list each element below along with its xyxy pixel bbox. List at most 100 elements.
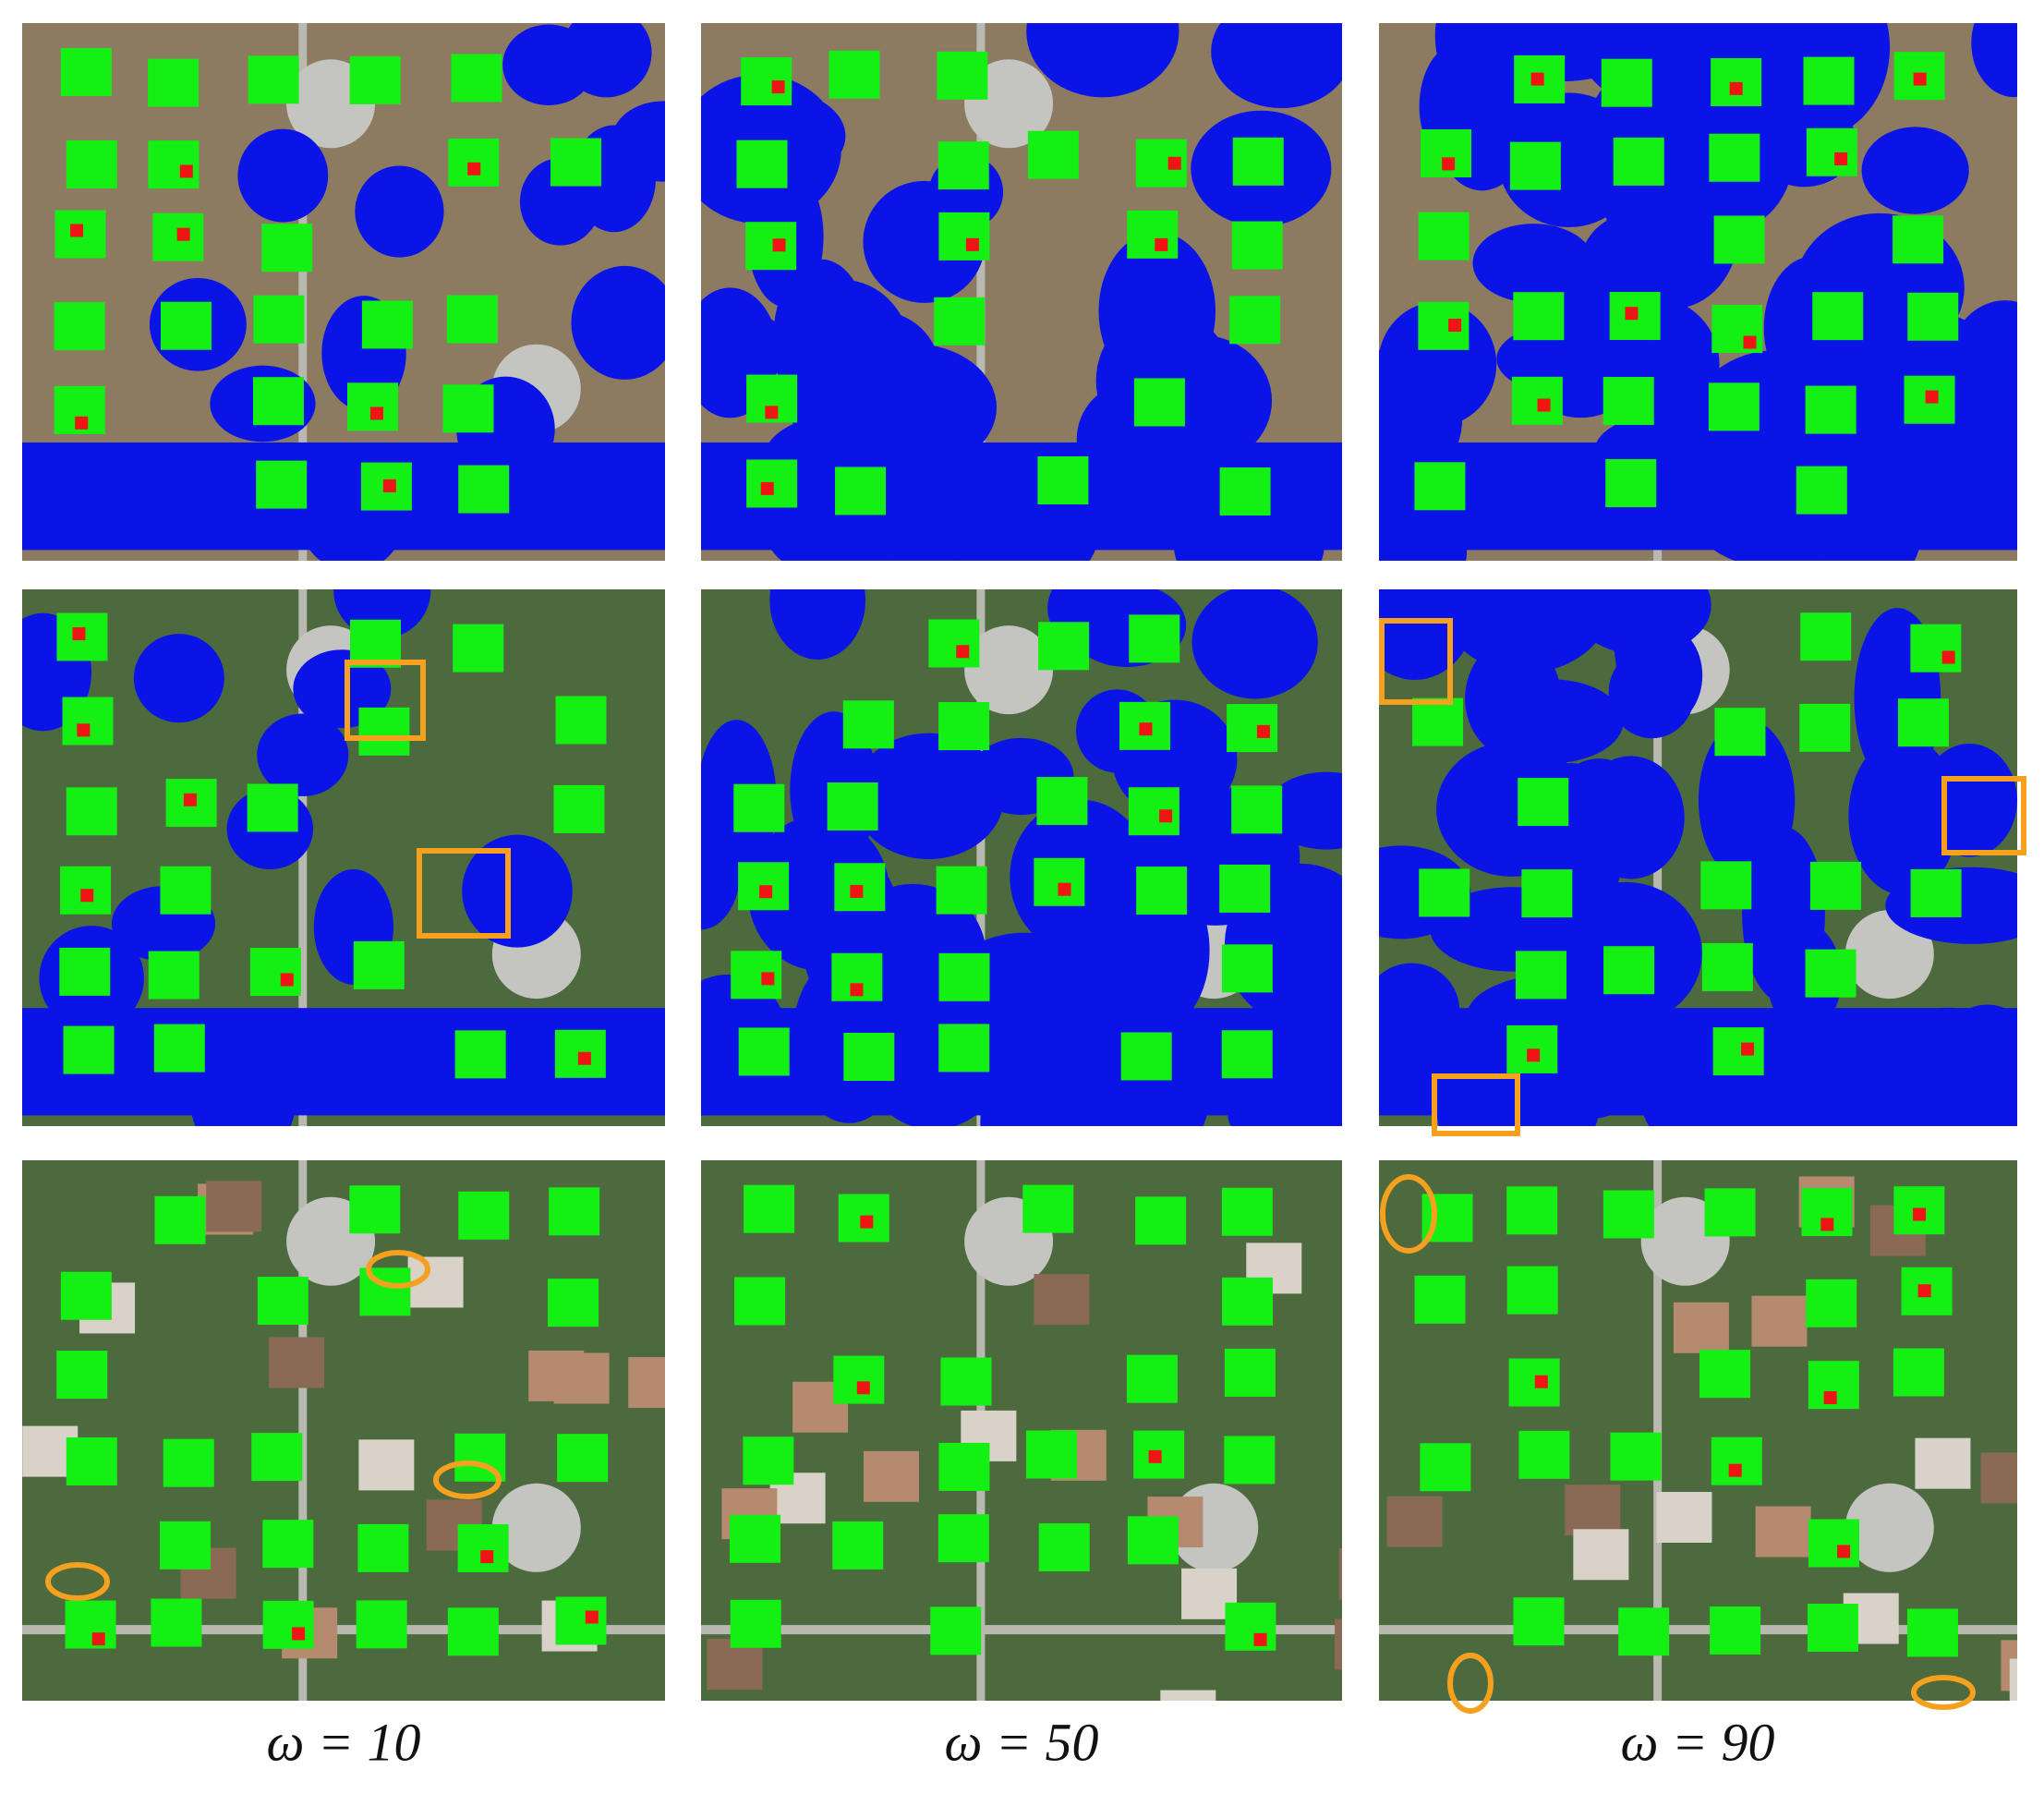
image-panel xyxy=(1379,1160,2017,1701)
cul-de-sac xyxy=(964,625,1054,715)
error-spot xyxy=(369,406,383,420)
building xyxy=(349,55,401,104)
panel-content xyxy=(701,1160,1342,1701)
building xyxy=(257,1277,308,1326)
blue-region xyxy=(1500,1074,1599,1126)
house-roof xyxy=(2001,1640,2017,1691)
building xyxy=(56,1351,108,1400)
error-spot xyxy=(772,238,786,252)
image-panel xyxy=(22,23,665,561)
building xyxy=(1712,1027,1764,1076)
building xyxy=(550,138,602,187)
building xyxy=(743,1436,794,1485)
building xyxy=(842,700,894,749)
road xyxy=(701,1625,1342,1635)
building xyxy=(60,1271,112,1320)
building xyxy=(1219,467,1271,516)
building xyxy=(1808,1519,1859,1568)
house-roof xyxy=(269,1337,325,1388)
error-spot xyxy=(183,793,197,806)
cul-de-sac xyxy=(1844,1483,1934,1572)
building xyxy=(1506,1266,1558,1315)
error-spot xyxy=(1728,1463,1742,1477)
highlight-ellipse xyxy=(366,1250,430,1289)
panel-content xyxy=(1379,1160,2017,1701)
error-spot xyxy=(91,1632,105,1646)
building xyxy=(356,1600,407,1649)
house-roof xyxy=(358,1439,415,1491)
building xyxy=(1419,868,1470,917)
highlight-box xyxy=(1432,1073,1520,1136)
blue-region xyxy=(1435,589,1616,673)
building xyxy=(251,1433,303,1482)
caption: ω = 90 xyxy=(1620,1712,1774,1772)
error-spot xyxy=(75,416,89,430)
error-spot xyxy=(382,479,396,492)
building xyxy=(828,50,880,99)
building xyxy=(66,1436,117,1485)
building xyxy=(1414,1275,1466,1324)
building xyxy=(458,1191,510,1240)
error-spot xyxy=(467,162,481,176)
blue-region xyxy=(853,733,1005,860)
house-roof xyxy=(1335,1618,1342,1670)
error-spot xyxy=(860,1215,874,1229)
error-spot xyxy=(1925,390,1939,404)
building xyxy=(148,58,200,107)
error-spot xyxy=(77,723,91,737)
building xyxy=(938,702,990,751)
building xyxy=(555,696,607,745)
building xyxy=(730,1514,781,1563)
building xyxy=(730,1599,781,1648)
highlight-box xyxy=(417,848,511,939)
blue-region xyxy=(1127,334,1273,467)
building xyxy=(549,1187,600,1236)
building xyxy=(553,784,605,833)
panel-content xyxy=(22,1160,665,1701)
building xyxy=(1710,1606,1761,1655)
building xyxy=(1910,624,1962,673)
image-panel xyxy=(701,23,1342,561)
building xyxy=(1506,1186,1558,1235)
building xyxy=(262,1600,314,1649)
building xyxy=(938,1442,990,1491)
building xyxy=(744,1184,795,1233)
building xyxy=(1129,614,1180,663)
building xyxy=(1135,1196,1187,1245)
house-roof xyxy=(1980,1452,2017,1504)
caption: ω = 50 xyxy=(944,1712,1098,1772)
building xyxy=(1224,1348,1276,1397)
building xyxy=(1893,215,1944,264)
house-roof xyxy=(1573,1529,1629,1581)
error-spot xyxy=(1167,156,1181,170)
error-spot xyxy=(1537,398,1551,412)
highlight-ellipse xyxy=(1447,1653,1494,1714)
building xyxy=(934,297,986,345)
blue-region xyxy=(1379,963,1460,1057)
house-roof xyxy=(1656,1491,1712,1543)
error-spot xyxy=(1913,1207,1927,1221)
house-roof xyxy=(1034,1274,1090,1326)
building xyxy=(148,951,200,1000)
error-spot xyxy=(480,1550,494,1564)
building xyxy=(261,224,313,273)
building xyxy=(1221,1187,1273,1236)
building xyxy=(1229,296,1281,345)
building xyxy=(346,382,398,431)
road xyxy=(976,589,986,1126)
building xyxy=(253,295,305,344)
building xyxy=(1513,292,1565,341)
error-spot xyxy=(1530,72,1544,86)
blue-region xyxy=(257,713,349,797)
building xyxy=(1714,708,1766,757)
building xyxy=(1022,1184,1074,1233)
error-spot xyxy=(1917,1284,1931,1298)
panel-grid xyxy=(22,23,2026,1714)
building xyxy=(1803,56,1855,105)
blue-region xyxy=(769,589,866,660)
building xyxy=(940,1357,992,1406)
building xyxy=(1219,864,1271,913)
error-spot xyxy=(1941,650,1955,664)
building xyxy=(160,866,212,915)
